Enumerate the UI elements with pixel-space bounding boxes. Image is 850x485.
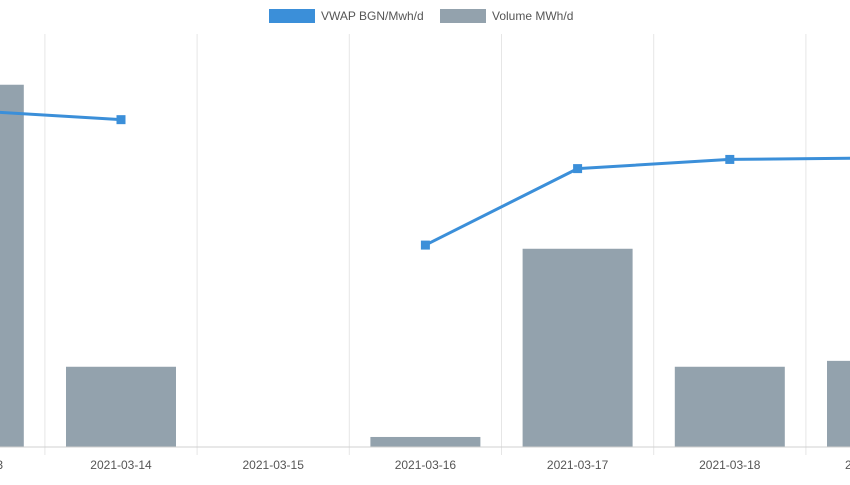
x-tick-label-0: 3 [0, 458, 3, 472]
volume-bars [0, 84, 850, 448]
legend-label-volume: Volume MWh/d [492, 9, 573, 23]
x-tick-label-1: 2021-03-14 [90, 458, 152, 472]
vwap-line-segment-1 [424, 156, 850, 247]
grid [44, 34, 807, 455]
vwap-line [0, 110, 850, 250]
x-tick-label-6: 2 [845, 458, 850, 472]
volume-bar-4[interactable] [522, 248, 633, 447]
vwap-point-1[interactable] [116, 115, 126, 125]
legend-swatch-vwap [269, 9, 315, 23]
volume-bar-0[interactable] [0, 84, 24, 448]
vwap-point-4[interactable] [573, 164, 583, 174]
legend-item-volume[interactable]: Volume MWh/d [440, 9, 573, 23]
x-tick-label-5: 2021-03-18 [699, 458, 761, 472]
x-tick-label-4: 2021-03-17 [547, 458, 609, 472]
vwap-line-segment-0 [0, 110, 122, 122]
legend-swatch-volume [440, 9, 486, 23]
vwap-point-5[interactable] [725, 154, 735, 164]
x-axis: 3 2021-03-14 2021-03-15 2021-03-16 2021-03-1… [0, 446, 850, 472]
x-tick-label-2: 2021-03-15 [243, 458, 305, 472]
legend-label-vwap: VWAP BGN/Mwh/d [321, 9, 424, 23]
legend: VWAP BGN/Mwh/d Volume MWh/d [269, 9, 573, 23]
volume-bar-1[interactable] [66, 366, 176, 447]
volume-bar-5[interactable] [674, 366, 785, 447]
legend-item-vwap[interactable]: VWAP BGN/Mwh/d [269, 9, 424, 23]
volume-bar-6[interactable] [827, 360, 850, 447]
x-tick-label-3: 2021-03-16 [395, 458, 457, 472]
vwap-point-3[interactable] [420, 240, 430, 250]
volume-bar-3[interactable] [370, 436, 481, 447]
